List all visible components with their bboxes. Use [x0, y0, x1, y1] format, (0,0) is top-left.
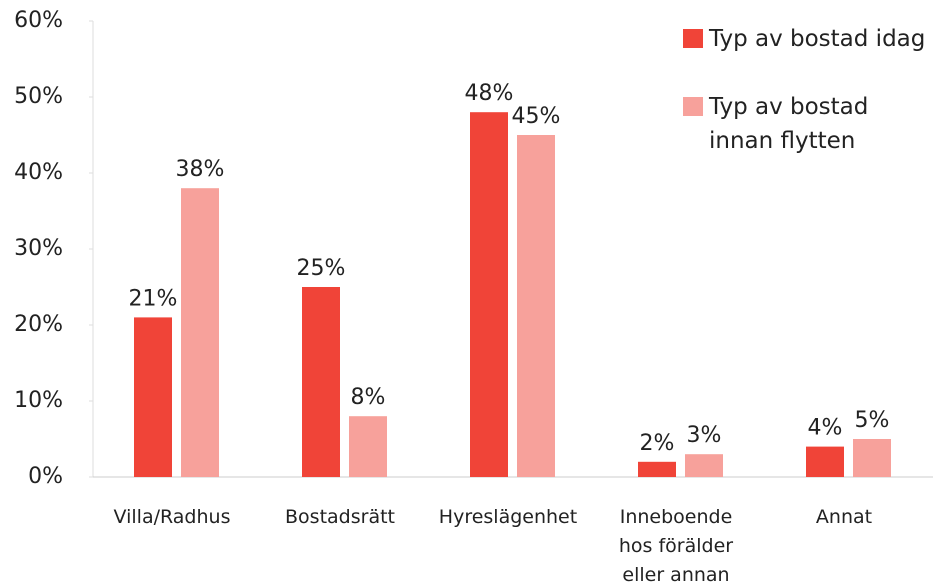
data-label: 4%: [808, 416, 843, 441]
bar: [638, 461, 676, 477]
data-label: 25%: [297, 256, 346, 281]
bar: [470, 112, 508, 477]
bar: [181, 188, 219, 477]
x-tick-label: Inneboende hos förälder eller annan: [618, 506, 734, 586]
y-tick-label: 60%: [14, 8, 63, 33]
y-tick-label: 40%: [14, 160, 63, 185]
y-tick-label: 30%: [14, 236, 63, 261]
y-tick-label: 20%: [14, 312, 63, 337]
x-tick-label: Bostadsrätt: [285, 506, 395, 528]
legend-item: Typ av bostad idag: [683, 22, 949, 56]
legend-item: Typ av bostad innan flytten: [683, 90, 884, 158]
bar: [853, 439, 891, 477]
y-tick-label: 0%: [28, 464, 63, 489]
data-label: 45%: [512, 104, 561, 129]
data-label: 2%: [640, 431, 675, 456]
legend-swatch: [683, 29, 703, 48]
bar: [806, 446, 844, 477]
bar: [517, 135, 555, 477]
data-label: 8%: [351, 385, 386, 410]
x-tick-label: Villa/Radhus: [113, 506, 231, 528]
bar: [685, 454, 723, 477]
legend-label: Typ av bostad innan flytten: [709, 94, 869, 154]
y-tick-label: 10%: [14, 388, 63, 413]
data-label: 38%: [176, 157, 225, 182]
data-label: 21%: [129, 286, 178, 311]
legend-label: Typ av bostad idag: [709, 26, 926, 52]
bar: [302, 287, 340, 477]
data-label: 5%: [855, 408, 890, 433]
bar: [349, 416, 387, 477]
x-tick-label: Hyreslägenhet: [438, 506, 578, 528]
bar: [134, 317, 172, 477]
legend-swatch: [683, 97, 703, 116]
data-label: 3%: [687, 423, 722, 448]
y-tick-label: 50%: [14, 84, 63, 109]
x-tick-label: Annat: [815, 506, 873, 528]
data-label: 48%: [465, 81, 514, 106]
